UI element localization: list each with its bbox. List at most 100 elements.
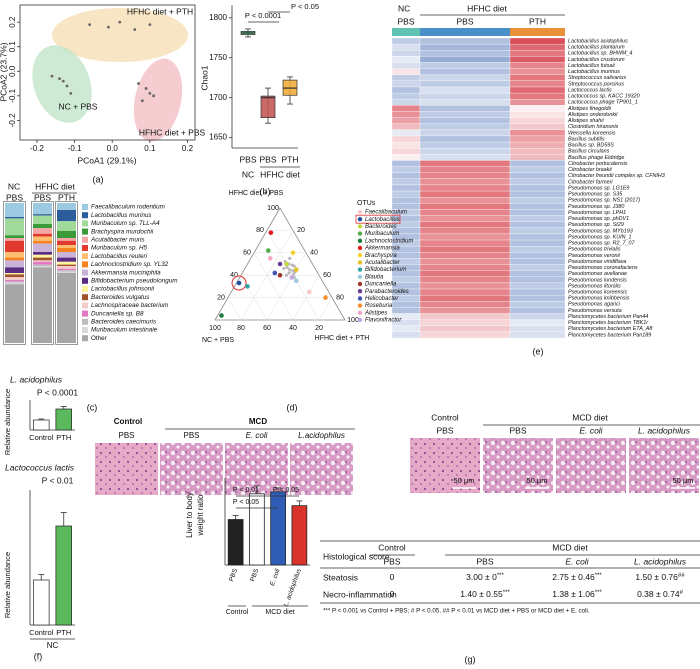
row-label: Lactobacillus acidophilus [568,38,628,44]
micrograph [290,443,353,495]
segment [57,247,76,252]
segment [57,273,76,343]
segment [33,266,52,268]
legend-marker [357,296,363,301]
tick-label: 100 [347,317,359,324]
tick-label: 80 [336,294,344,301]
legend-label: Duncaniella [365,282,397,288]
heat-cell [509,123,566,130]
heat-cell [419,56,511,63]
row-label: Lactobacillus murinus [568,69,620,75]
group-label: NC [242,169,254,179]
point [137,82,140,85]
heat-cell [419,184,511,192]
legend-swatch [82,327,88,333]
segment [33,257,52,261]
segment [57,261,76,265]
x-tick-label: -0.1 [68,144,82,153]
heat-cell [391,307,421,314]
row-label: Steatosis [323,572,358,582]
heat-cell [419,270,511,277]
point [288,256,292,260]
row-label: Planctomycetes bacterium Pan44 [568,314,648,320]
column-bar [420,28,510,36]
heat-cell [419,252,511,259]
heat-cell [419,99,511,106]
heat-cell [509,129,566,137]
heat-cell [419,258,511,265]
segment [5,267,24,273]
legend-label: Lactobacillus [365,217,400,223]
heat-cell [391,111,421,118]
row-label: Citrobacter farmeri [568,179,613,185]
image-label: PBS [436,425,453,435]
table-cell: 0 [390,572,395,582]
heat-cell [509,172,566,179]
table-corner: Histological score [323,551,390,561]
header: MCD diet [572,412,608,422]
annotation: P < 0.01 [42,475,74,485]
heat-cell [419,92,511,100]
y-tick-label: 1750 [209,53,227,62]
heat-cell [391,123,421,130]
segment [5,218,24,236]
legend-label: Akkermansia [364,246,400,252]
group-label: HFHC diet + PTH [127,6,193,16]
legend-marker [357,238,363,243]
row-label: Lactobacillus crustorum [568,57,625,63]
legend-label: Bacteroides caecimuris [91,318,157,325]
heat-cell [419,178,511,186]
heat-cell [419,325,511,333]
micrograph [160,443,223,495]
table-subheader: E. coli [565,556,589,566]
table-cell: 3.00 ± 0*** [466,572,504,582]
annotation: P < 0.05 [291,2,319,11]
legend-label: Bacteroides [365,224,397,230]
tick-label: 20 [297,227,305,234]
segment [33,240,52,244]
bar-outline [31,201,54,345]
tick-label: 80 [237,325,245,332]
row-label: Pseudomonas sp. S35 [568,192,623,198]
row-label: Planctomycetes bacterium ETA_A8 [568,326,652,332]
point [282,266,286,271]
legend-swatch [82,302,88,309]
segment [33,243,52,252]
heat-cell [419,172,511,179]
heat-cell [391,92,421,100]
row-label: Necro-inflammation [323,589,397,599]
segment [57,245,76,248]
heat-cell [419,74,511,82]
x-tick-label: PBS [228,567,239,582]
heat-cell [509,307,566,314]
heat-cell [419,62,511,69]
legend-label: Other [91,335,107,342]
legend-label: Faecalibaculum rodentium [91,204,165,211]
header: Control [114,417,142,426]
table-header: MCD diet [552,542,588,552]
heat-cell [391,184,421,192]
cell-value: 3.00 ± 0 [466,572,497,582]
table-cell: 1.50 ± 0.76## [635,572,685,582]
legend-label: Alistipes [364,310,387,316]
row-label: Pseudomonas sp. LPH1 [568,210,626,216]
point [140,99,144,103]
heat-cell [391,203,421,210]
tick-label: 40 [289,325,297,332]
y-tick-label: -0.2 [8,113,17,127]
heat-cell [391,74,421,82]
segment [5,240,24,252]
segment [33,203,52,215]
legend-marker [357,209,363,215]
legend-label: Acutalibacter muris [90,236,145,243]
legend-label: Roseburia [365,303,393,309]
bar [227,519,244,566]
row-label: Lactobacillus sp. BHWM_4 [568,51,632,57]
group-label: HFHC diet + PBS [139,127,206,137]
bar [33,419,50,431]
heat-cell [419,37,511,45]
x-tick-label: PTH [56,433,71,442]
y-axis-label: Liver to body [185,492,194,538]
grid-line [253,252,294,321]
table-cell: 0.38 ± 0.74# [637,589,683,599]
